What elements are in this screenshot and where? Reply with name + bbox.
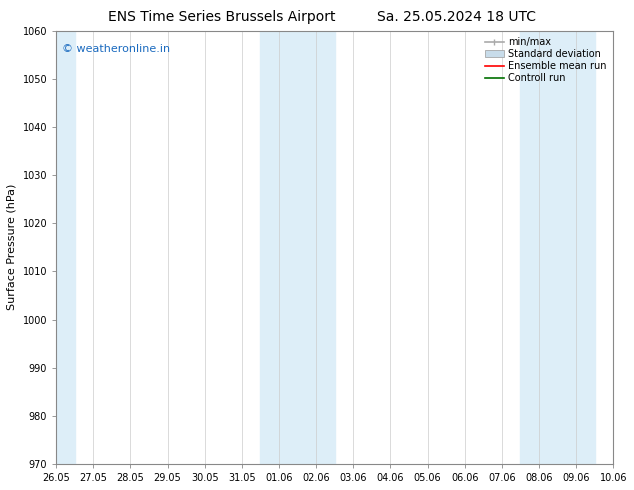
Bar bbox=[521, 30, 595, 464]
Text: ENS Time Series Brussels Airport: ENS Time Series Brussels Airport bbox=[108, 10, 335, 24]
Bar bbox=[261, 30, 335, 464]
Y-axis label: Surface Pressure (hPa): Surface Pressure (hPa) bbox=[7, 184, 17, 311]
Text: Sa. 25.05.2024 18 UTC: Sa. 25.05.2024 18 UTC bbox=[377, 10, 536, 24]
Text: © weatheronline.in: © weatheronline.in bbox=[61, 44, 170, 53]
Legend: min/max, Standard deviation, Ensemble mean run, Controll run: min/max, Standard deviation, Ensemble me… bbox=[482, 35, 609, 85]
Bar bbox=[37, 30, 75, 464]
